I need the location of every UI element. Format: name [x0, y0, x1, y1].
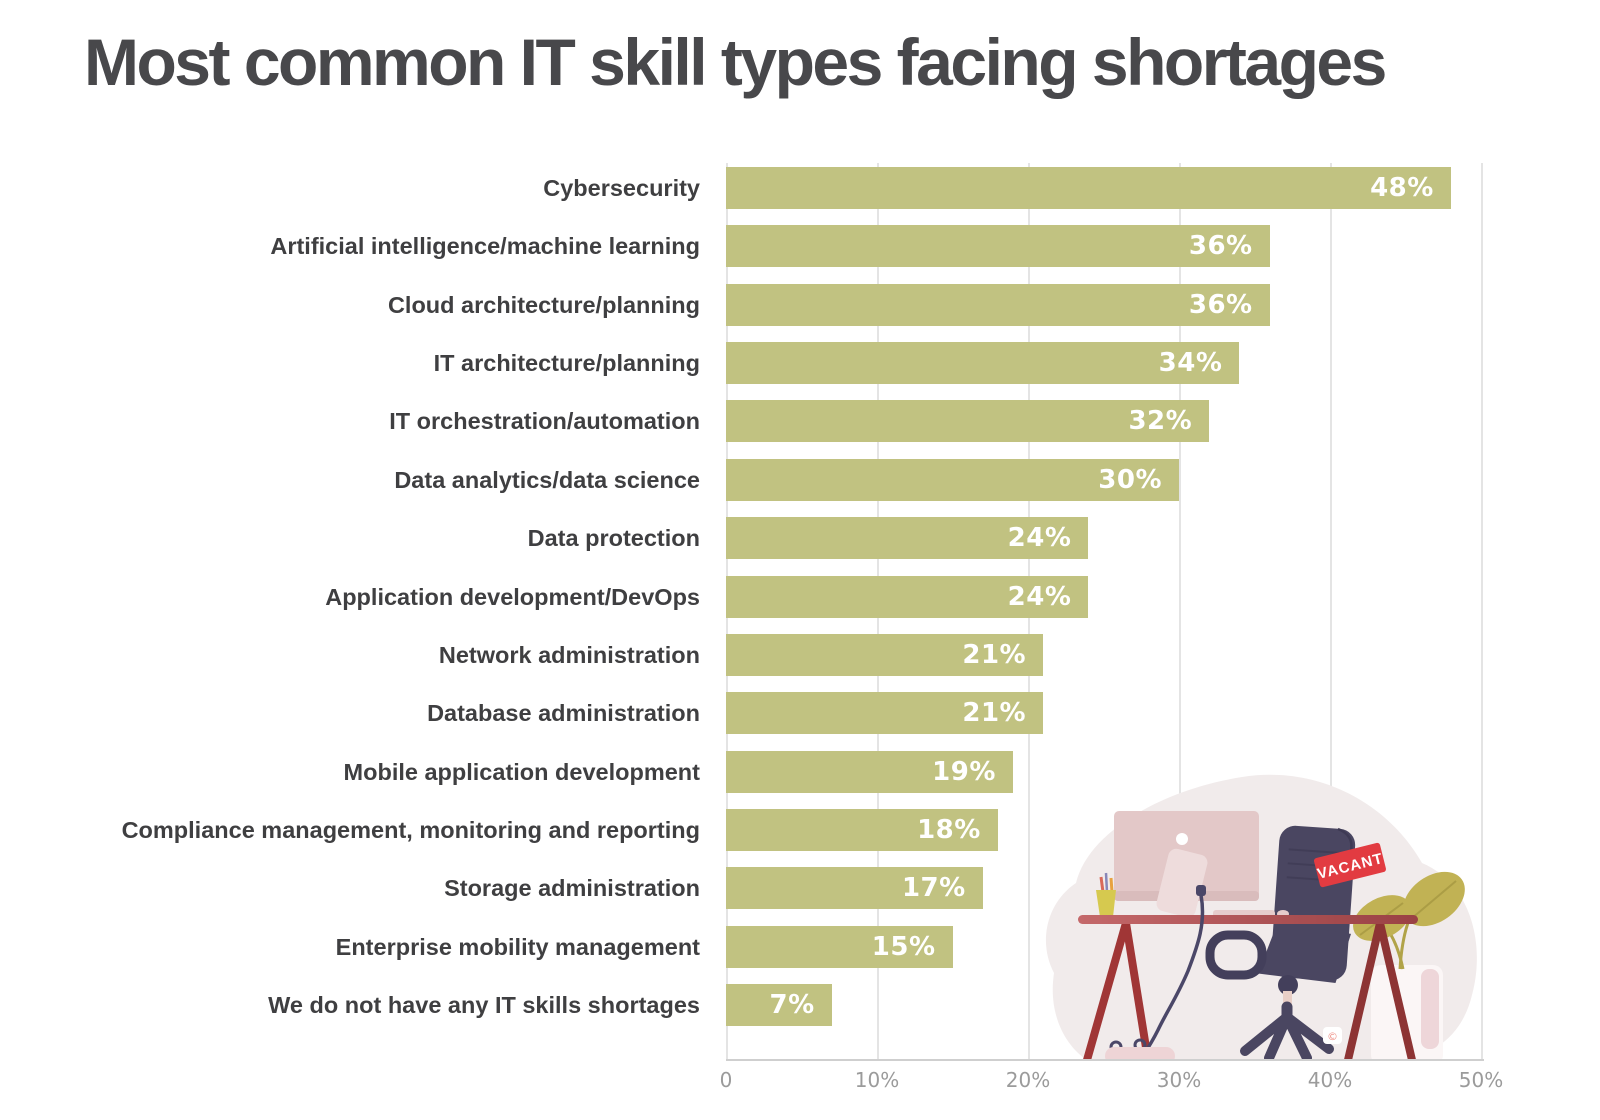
- vacant-desk-illustration: VACANT: [1030, 745, 1486, 1061]
- bar: 34%: [726, 342, 1240, 385]
- bar: 21%: [726, 692, 1044, 735]
- bar-value-label: 19%: [932, 756, 996, 787]
- bar-value-label: 48%: [1370, 173, 1434, 203]
- bar-value-label: 24%: [1007, 523, 1072, 554]
- category-label: Data analytics/data science: [394, 466, 700, 493]
- x-tick-label: 10%: [854, 1068, 900, 1092]
- monitor-camera-dot: [1176, 833, 1188, 845]
- desk-right-trestle: [1344, 919, 1416, 1061]
- category-labels: Cybersecurity Artificial intelligence/mac…: [0, 163, 700, 1061]
- bar-value-label: 17%: [901, 873, 966, 904]
- category-label: Cloud architecture/planning: [387, 291, 700, 318]
- pencil-cup: [1096, 872, 1116, 917]
- gridline: [1179, 163, 1181, 1061]
- category-label: Mobile application development: [343, 758, 700, 785]
- category-label: Enterprise mobility management: [335, 933, 700, 960]
- x-axis-ticks: 0 10% 20% 30% 40% 50%: [720, 1068, 1504, 1102]
- desk-left-trestle: [1083, 919, 1152, 1061]
- bar: 36%: [726, 225, 1270, 268]
- bar: 36%: [726, 283, 1270, 326]
- category-label: Application development/DevOps: [325, 583, 700, 610]
- x-tick-label: 30%: [1156, 1068, 1202, 1092]
- bar-value-label: 36%: [1188, 231, 1253, 262]
- bar: 24%: [726, 575, 1089, 618]
- bar-value-label: 32%: [1128, 406, 1193, 437]
- category-label: IT orchestration/automation: [389, 408, 700, 435]
- bar-value-label: 34%: [1158, 348, 1223, 379]
- category-label: Data protection: [527, 525, 700, 552]
- x-tick-label: 0: [719, 1068, 733, 1092]
- monitor: [1114, 811, 1259, 918]
- bar: 32%: [726, 400, 1210, 443]
- bar-value-label: 21%: [962, 639, 1027, 670]
- bar-value-label: 7%: [769, 990, 815, 1021]
- category-label: Network administration: [438, 641, 700, 668]
- x-axis-line: [726, 1059, 1484, 1061]
- bar: 7%: [726, 984, 832, 1027]
- chart-title: Most common IT skill types facing shorta…: [84, 25, 1387, 99]
- category-label: Compliance management, monitoring and re…: [121, 816, 700, 843]
- bar-value-label: 21%: [962, 698, 1027, 729]
- bar: 24%: [726, 517, 1089, 560]
- plant-pot: [1371, 965, 1443, 1061]
- cable: [1142, 885, 1206, 1055]
- plot-area: 48% 36% 36% 34% 32% 30% 24% 24% 21% 21% 19% 18% 17% 1…: [726, 163, 1483, 1061]
- bag: [1105, 1038, 1175, 1061]
- bar-value-label: 30%: [1098, 464, 1162, 495]
- bar: 17%: [726, 867, 983, 910]
- gridline: [1330, 163, 1332, 1061]
- bar: 48%: [726, 167, 1451, 209]
- category-label: Cybersecurity: [543, 175, 700, 201]
- bar: 19%: [726, 750, 1013, 793]
- bar-value-label: 18%: [917, 814, 981, 845]
- category-label: Database administration: [427, 700, 700, 727]
- desk-top: [1078, 915, 1418, 924]
- bar: 21%: [726, 633, 1044, 676]
- x-tick-label: 20%: [1005, 1068, 1051, 1092]
- desk: [1078, 915, 1418, 1061]
- bar-value-label: 15%: [871, 931, 936, 962]
- category-label: Artificial intelligence/machine learning: [270, 233, 700, 260]
- svg-text:©: ©: [1327, 1030, 1338, 1043]
- x-tick-label: 50%: [1458, 1068, 1504, 1092]
- category-label: IT architecture/planning: [433, 350, 700, 377]
- gridline: [1481, 163, 1483, 1061]
- bar: 18%: [726, 808, 998, 851]
- bar-value-label: 36%: [1188, 289, 1253, 320]
- bar: 30%: [726, 458, 1179, 501]
- bar: 15%: [726, 925, 953, 968]
- watermark-badge: ©: [1323, 1027, 1342, 1044]
- desk-illustration-svg: VACANT: [1045, 774, 1477, 1061]
- category-label: Storage administration: [444, 875, 700, 902]
- bar-value-label: 24%: [1007, 581, 1072, 612]
- category-label: We do not have any IT skills shortages: [268, 992, 700, 1019]
- x-tick-label: 40%: [1307, 1068, 1353, 1092]
